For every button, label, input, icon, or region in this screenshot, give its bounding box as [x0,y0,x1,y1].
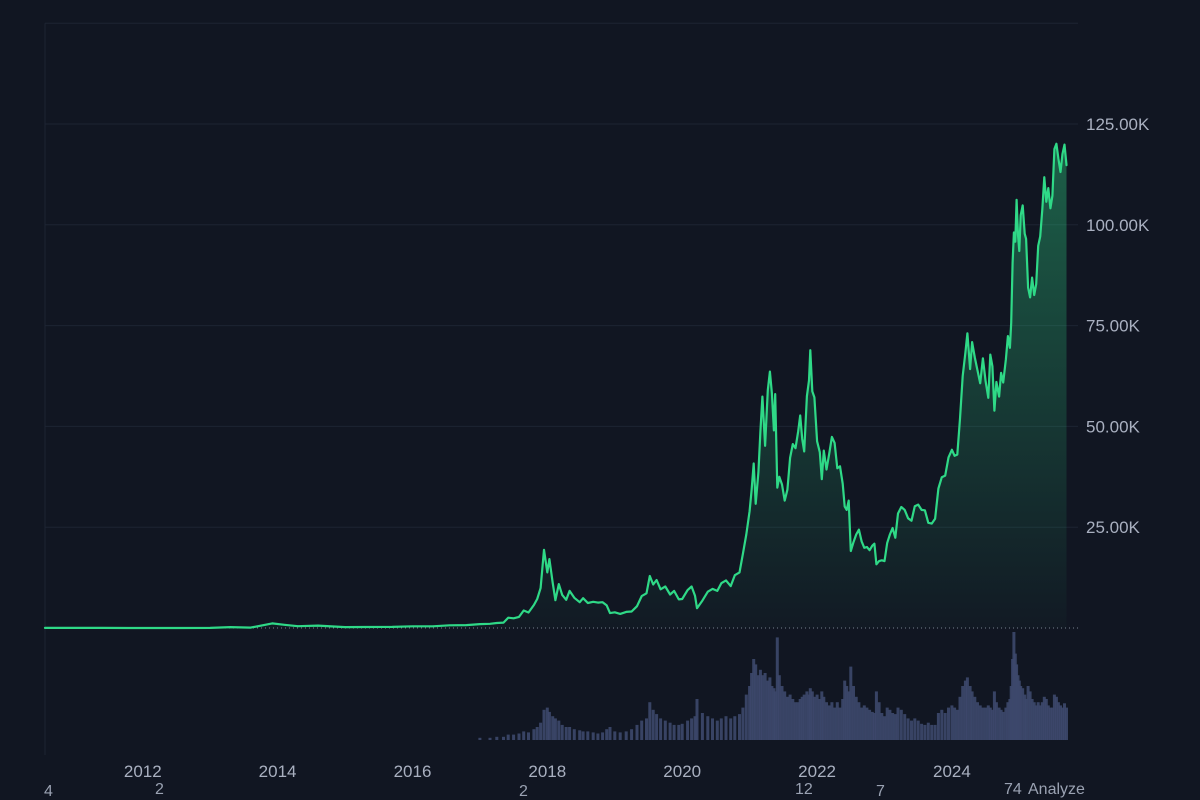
price-scale-label: 75.00K [1086,317,1141,336]
price-scale-label: 100.00K [1086,216,1150,235]
time-scale-label: 2014 [259,762,297,781]
time-scale-label: 2016 [394,762,432,781]
cropped-text-1: 4 [44,783,53,800]
time-scale-label: 2024 [933,762,971,781]
price-area-fill [45,143,1067,629]
time-scale-label: 2022 [798,762,836,781]
cropped-text-3: 2 [519,783,528,800]
price-line-series [43,142,1068,630]
time-scale-label: 2012 [124,762,162,781]
cropped-text-2: 2 [155,781,164,798]
cropped-text-5: 7 [876,783,885,800]
cropped-count: 74 [1004,781,1022,798]
price-scale-label: 25.00K [1086,518,1141,537]
cropped-text-4: 12 [795,781,813,798]
price-scale-label: 50.00K [1086,417,1141,436]
time-scale[interactable]: 2012 2014 2016 2018 2020 2022 2024 [124,762,971,781]
grid-lines [44,22,1078,755]
time-scale-label: 2018 [528,762,566,781]
time-scale-label: 2020 [663,762,701,781]
price-scale-label: 125.00K [1086,115,1150,134]
analyze-button-label[interactable]: Analyze [1028,781,1085,798]
volume-histogram [478,632,1068,740]
price-scale[interactable]: 25.00K 50.00K 75.00K 100.00K 125.00K [1086,115,1150,537]
